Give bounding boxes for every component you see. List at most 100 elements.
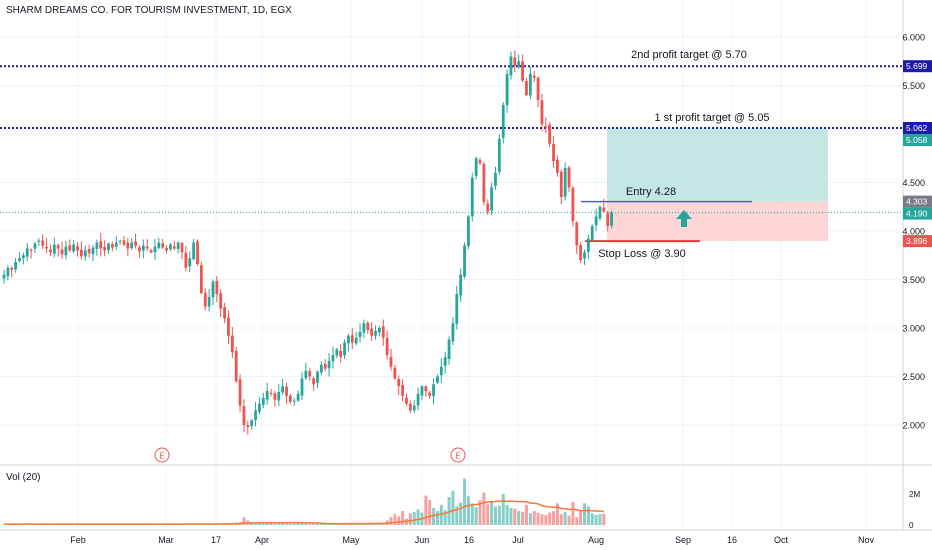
volume-bar bbox=[590, 513, 594, 525]
candle bbox=[76, 242, 79, 257]
candle bbox=[281, 378, 285, 395]
earnings-marker: E bbox=[450, 447, 466, 463]
candle-body bbox=[118, 240, 122, 242]
chart-annotation-text: Entry 4.28 bbox=[626, 186, 676, 198]
candle bbox=[401, 379, 405, 402]
candle bbox=[544, 117, 548, 134]
candle-body bbox=[575, 222, 579, 246]
candle-body bbox=[590, 226, 594, 241]
volume-bar bbox=[540, 514, 544, 525]
candle-body bbox=[161, 243, 165, 248]
candle bbox=[52, 237, 56, 258]
candle bbox=[478, 157, 482, 166]
candle-body bbox=[192, 242, 196, 260]
candle bbox=[497, 134, 501, 175]
candle bbox=[540, 93, 544, 132]
candle bbox=[45, 238, 48, 253]
candle bbox=[223, 302, 226, 324]
candle bbox=[567, 165, 571, 192]
candle bbox=[29, 248, 33, 259]
candle-body bbox=[165, 248, 168, 251]
candle bbox=[304, 362, 308, 381]
price-label-background bbox=[903, 207, 932, 220]
price-label-background bbox=[903, 195, 932, 208]
candle-body bbox=[556, 159, 559, 173]
candle-body bbox=[172, 246, 176, 249]
time-axis-tick-label: Nov bbox=[858, 535, 875, 545]
candle-body bbox=[149, 250, 153, 253]
volume-bar bbox=[505, 504, 509, 525]
candle-body bbox=[548, 124, 552, 144]
candle bbox=[141, 239, 145, 259]
candle-body bbox=[10, 267, 14, 270]
chart-annotation-text: 2nd profit target @ 5.70 bbox=[631, 49, 747, 61]
candle-body bbox=[258, 403, 261, 412]
candle bbox=[203, 288, 207, 311]
volume-bar bbox=[575, 517, 579, 525]
candle bbox=[490, 182, 494, 216]
candle-body bbox=[41, 240, 45, 246]
candle bbox=[265, 382, 269, 405]
candle bbox=[246, 420, 250, 435]
volume-bar bbox=[312, 523, 316, 525]
candle-body bbox=[188, 258, 192, 267]
candle-body bbox=[602, 207, 606, 212]
candle-body bbox=[64, 246, 68, 256]
price-label-text: 3.896 bbox=[906, 236, 928, 246]
candle bbox=[165, 245, 168, 254]
volume-bar bbox=[455, 506, 459, 525]
candle bbox=[347, 333, 350, 352]
candle-body bbox=[83, 250, 87, 257]
candle-body bbox=[68, 245, 72, 251]
candle bbox=[169, 242, 172, 252]
candle-body bbox=[455, 294, 459, 324]
candle bbox=[285, 382, 288, 404]
volume-bar bbox=[532, 511, 536, 525]
candle bbox=[261, 392, 265, 409]
candle-body bbox=[586, 238, 590, 252]
candle-body bbox=[254, 410, 257, 421]
candle-body bbox=[122, 240, 126, 245]
candle-body bbox=[269, 392, 273, 394]
candle-body bbox=[459, 274, 463, 296]
candle bbox=[416, 387, 420, 411]
candle bbox=[428, 390, 432, 400]
candle bbox=[439, 358, 443, 383]
candle bbox=[87, 244, 91, 258]
candle-body bbox=[610, 212, 613, 226]
time-axis-tick-label: 16 bbox=[464, 535, 474, 545]
candle bbox=[436, 374, 439, 384]
candle-body bbox=[203, 292, 207, 307]
candle bbox=[269, 388, 273, 397]
candle-body bbox=[29, 249, 33, 251]
candle-body bbox=[87, 249, 91, 254]
volume-bar bbox=[265, 523, 269, 525]
earnings-marker: E bbox=[154, 447, 170, 463]
candle-body bbox=[482, 163, 486, 202]
candle-body bbox=[432, 384, 435, 397]
candle-body bbox=[45, 246, 48, 249]
candle bbox=[443, 351, 447, 374]
volume-bar bbox=[579, 511, 583, 525]
candle bbox=[385, 330, 389, 360]
candle bbox=[525, 77, 528, 97]
volume-bar bbox=[513, 508, 517, 525]
candle-body bbox=[544, 125, 548, 127]
time-axis-tick-label: 16 bbox=[727, 535, 737, 545]
candle bbox=[474, 156, 478, 180]
candle-body bbox=[381, 326, 385, 338]
candle-body bbox=[261, 397, 265, 405]
candle-body bbox=[350, 335, 354, 343]
time-axis-tick-label: Mar bbox=[158, 535, 174, 545]
candle bbox=[122, 235, 126, 247]
candle bbox=[250, 418, 254, 430]
candle-body bbox=[157, 242, 161, 248]
candle bbox=[300, 371, 304, 401]
candle bbox=[424, 385, 428, 397]
candle-body bbox=[513, 57, 517, 67]
candle-body bbox=[304, 370, 308, 379]
candle bbox=[412, 400, 416, 414]
candle-body bbox=[428, 392, 432, 396]
